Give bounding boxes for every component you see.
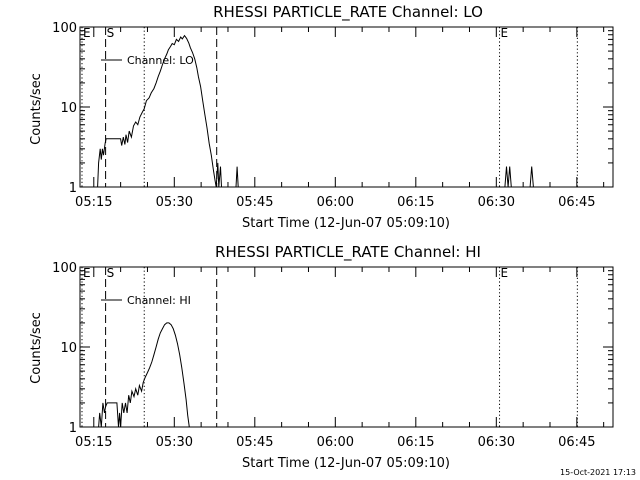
x-tick-label: 05:15 [75,195,112,210]
footer-timestamp: 15-Oct-2021 17:13 [560,468,636,477]
x-tick-label: 06:15 [397,435,434,450]
y-tick-label: 100 [52,21,77,36]
marker-label: S [107,266,115,280]
marker-label: E [501,26,509,40]
chart-panel-lo: RHESSI PARTICLE_RATE Channel: LO Counts/… [29,3,614,231]
x-tick-label: 06:00 [317,435,354,450]
y-tick-label: 1 [69,421,77,436]
legend-label: Channel: HI [127,294,191,307]
x-tick-label: 05:15 [75,435,112,450]
x-axis-label: Start Time (12-Jun-07 05:09:10) [242,456,450,471]
y-tick-label: 10 [60,101,77,116]
chart-panel-hi: RHESSI PARTICLE_RATE Channel: HI Counts/… [29,243,614,471]
y-axis-label: Counts/sec [29,312,44,384]
legend-label: Channel: LO [127,54,194,67]
marker-label: E [501,266,509,280]
x-tick-label: 05:45 [236,435,273,450]
marker-label: E [83,26,91,40]
x-axis-label: Start Time (12-Jun-07 05:09:10) [242,216,450,231]
y-tick-label: 1 [69,181,77,196]
x-tick-label: 06:45 [558,435,595,450]
x-tick-label: 06:30 [478,195,515,210]
y-axis-label: Counts/sec [29,73,44,145]
x-tick-label: 05:30 [156,195,193,210]
series-line [80,34,534,188]
y-tick-label: 10 [60,341,77,356]
x-tick-label: 05:30 [156,435,193,450]
marker-label: E [83,266,91,280]
x-tick-label: 06:45 [558,195,595,210]
x-tick-label: 05:45 [236,195,273,210]
marker-label: S [107,26,115,40]
chart-title: RHESSI PARTICLE_RATE Channel: HI [215,243,481,262]
x-tick-label: 06:15 [397,195,434,210]
series-line [80,322,190,428]
x-tick-label: 06:30 [478,435,515,450]
y-tick-label: 100 [52,261,77,276]
chart-title: RHESSI PARTICLE_RATE Channel: LO [213,3,483,22]
x-tick-label: 06:00 [317,195,354,210]
